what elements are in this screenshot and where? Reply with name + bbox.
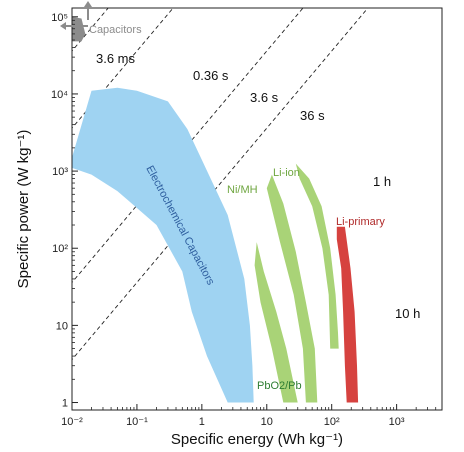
plot-frame bbox=[71, 7, 443, 411]
y-tick-label: 10³ bbox=[52, 166, 68, 178]
time-label-1-h: 1 h bbox=[373, 174, 391, 189]
region-electrochemical-capacitors bbox=[72, 87, 254, 403]
region-pbo2-pb bbox=[254, 242, 298, 403]
x-tick-label: 10⁻² bbox=[61, 416, 83, 428]
time-label-0-36-s: 0.36 s bbox=[193, 68, 229, 83]
capacitor-axis-arrows bbox=[60, 1, 92, 30]
time-line-10-h bbox=[72, 8, 369, 361]
region-li-ion bbox=[295, 163, 339, 349]
region-li-primary bbox=[336, 226, 359, 403]
y-axis-title: Specific power (W kg⁻¹) bbox=[15, 130, 32, 289]
x-tick-label: 10⁻¹ bbox=[126, 416, 148, 428]
region-label-pbo2-pb: PbO2/Pb bbox=[257, 380, 302, 392]
region-label-ni-mh: Ni/MH bbox=[227, 184, 258, 196]
region-label-li-ion: Li-ion bbox=[273, 167, 300, 179]
y-tick-label: 10 bbox=[56, 320, 68, 332]
time-label-3-6-s: 3.6 s bbox=[250, 90, 279, 105]
y-tick-label: 10⁴ bbox=[51, 89, 68, 101]
time-label-3-6-ms: 3.6 ms bbox=[96, 51, 136, 66]
y-tick-label: 10⁵ bbox=[51, 12, 68, 24]
y-tick-label: 10² bbox=[52, 243, 68, 255]
x-tick-label: 10 bbox=[261, 416, 273, 428]
region-capacitors bbox=[72, 16, 86, 42]
x-tick-label: 1 bbox=[199, 416, 205, 428]
x-tick-label: 10³ bbox=[389, 416, 405, 428]
time-label-36-s: 36 s bbox=[300, 108, 325, 123]
y-tick-label: 1 bbox=[62, 398, 68, 410]
x-axis-title: Specific energy (Wh kg⁻¹) bbox=[171, 431, 343, 448]
region-label-li-primary: Li-primary bbox=[336, 216, 385, 228]
regions-layer bbox=[72, 16, 359, 403]
region-ni-mh bbox=[266, 174, 318, 403]
time-label-10-h: 10 h bbox=[395, 306, 420, 321]
time-line-1-h bbox=[72, 8, 304, 284]
ticks-layer: 10⁻² 10⁻¹ 1 10 10² 10³ 1 10 10² 10³ 10⁴ 10⁵ bbox=[51, 12, 443, 428]
time-line-3-6-s bbox=[72, 8, 109, 52]
region-label-capacitors: Capacitors bbox=[89, 24, 142, 36]
x-tick-label: 10² bbox=[324, 416, 340, 428]
